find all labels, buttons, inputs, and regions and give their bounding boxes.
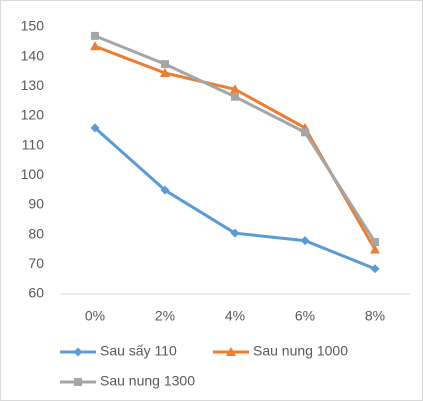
marker bbox=[370, 264, 380, 274]
marker bbox=[371, 238, 379, 247]
y-tick-label: 80 bbox=[28, 225, 44, 241]
legend-label: Sau nung 1300 bbox=[100, 373, 195, 389]
marker bbox=[230, 84, 240, 94]
x-tick-label: 8% bbox=[365, 308, 385, 324]
marker bbox=[90, 123, 100, 133]
marker bbox=[91, 31, 99, 40]
marker bbox=[301, 128, 309, 137]
marker bbox=[231, 92, 239, 101]
marker bbox=[226, 347, 236, 356]
x-tick-label: 0% bbox=[85, 308, 105, 324]
marker bbox=[161, 60, 169, 69]
marker bbox=[370, 244, 380, 254]
marker bbox=[230, 228, 240, 238]
marker bbox=[300, 236, 310, 246]
marker bbox=[73, 347, 83, 357]
legend-label: Sau nung 1000 bbox=[253, 343, 348, 359]
marker bbox=[74, 378, 82, 386]
x-tick-label: 2% bbox=[155, 308, 175, 324]
y-tick-label: 60 bbox=[28, 285, 44, 301]
y-tick-label: 140 bbox=[21, 47, 45, 63]
y-tick-label: 110 bbox=[22, 136, 45, 152]
marker bbox=[160, 67, 170, 77]
marker bbox=[90, 41, 100, 51]
marker bbox=[160, 185, 170, 195]
y-tick-label: 120 bbox=[21, 107, 45, 123]
y-tick-label: 150 bbox=[21, 18, 45, 34]
x-tick-label: 6% bbox=[295, 308, 315, 324]
y-tick-label: 100 bbox=[21, 166, 45, 182]
y-tick-label: 130 bbox=[21, 77, 45, 93]
legend-label: Sau sấy 110 bbox=[100, 343, 177, 359]
x-tick-label: 4% bbox=[225, 308, 245, 324]
y-tick-label: 70 bbox=[28, 255, 44, 271]
y-tick-label: 90 bbox=[28, 196, 44, 212]
